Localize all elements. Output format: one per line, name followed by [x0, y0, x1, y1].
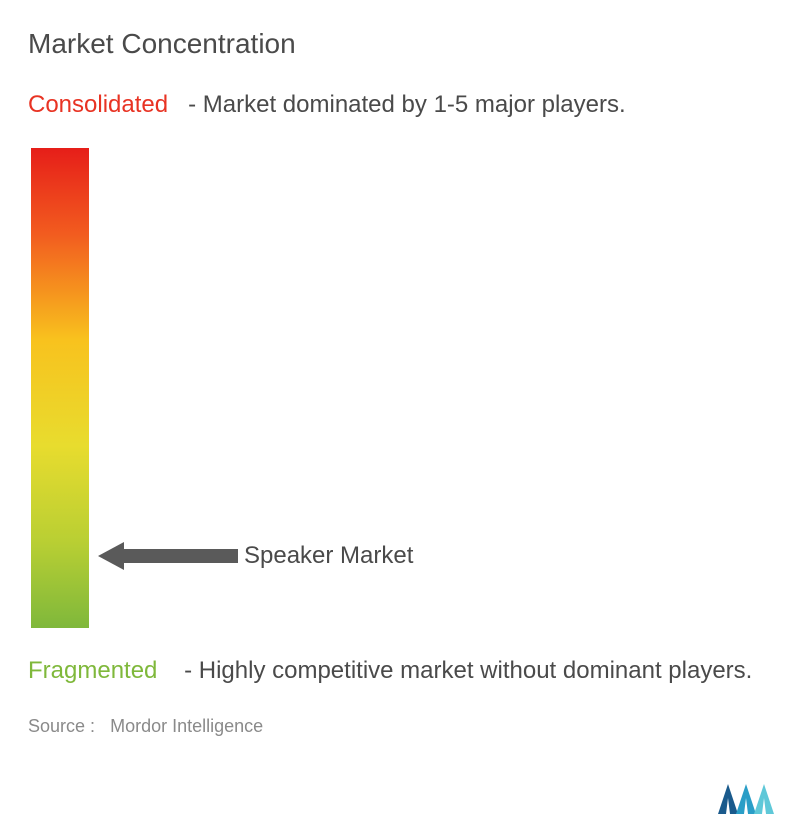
brand-logo-icon	[716, 776, 776, 816]
source-name: Mordor Intelligence	[110, 716, 263, 736]
top-desc-text: - Market dominated by 1-5 major players.	[188, 91, 626, 118]
consolidated-description-text	[175, 91, 188, 118]
market-marker: Speaker Market	[98, 540, 413, 572]
marker-label: Speaker Market	[244, 542, 413, 570]
concentration-chart: Speaker Market	[28, 148, 776, 628]
bottom-desc-text: - Highly competitive market without domi…	[184, 657, 752, 684]
source-spacer	[100, 716, 110, 736]
page-title: Market Concentration	[28, 28, 776, 60]
gradient-scale-bar	[31, 148, 89, 628]
source-line: Source : Mordor Intelligence	[28, 716, 776, 737]
fragmented-label: Fragmented	[28, 657, 157, 684]
fragmented-spacer	[164, 657, 184, 684]
consolidated-label: Consolidated	[28, 91, 168, 118]
arrow-left-icon	[98, 540, 238, 572]
top-description: Consolidated - Market dominated by 1-5 m…	[28, 90, 776, 120]
source-prefix: Source :	[28, 716, 95, 736]
bottom-description: Fragmented - Highly competitive market w…	[28, 656, 776, 686]
